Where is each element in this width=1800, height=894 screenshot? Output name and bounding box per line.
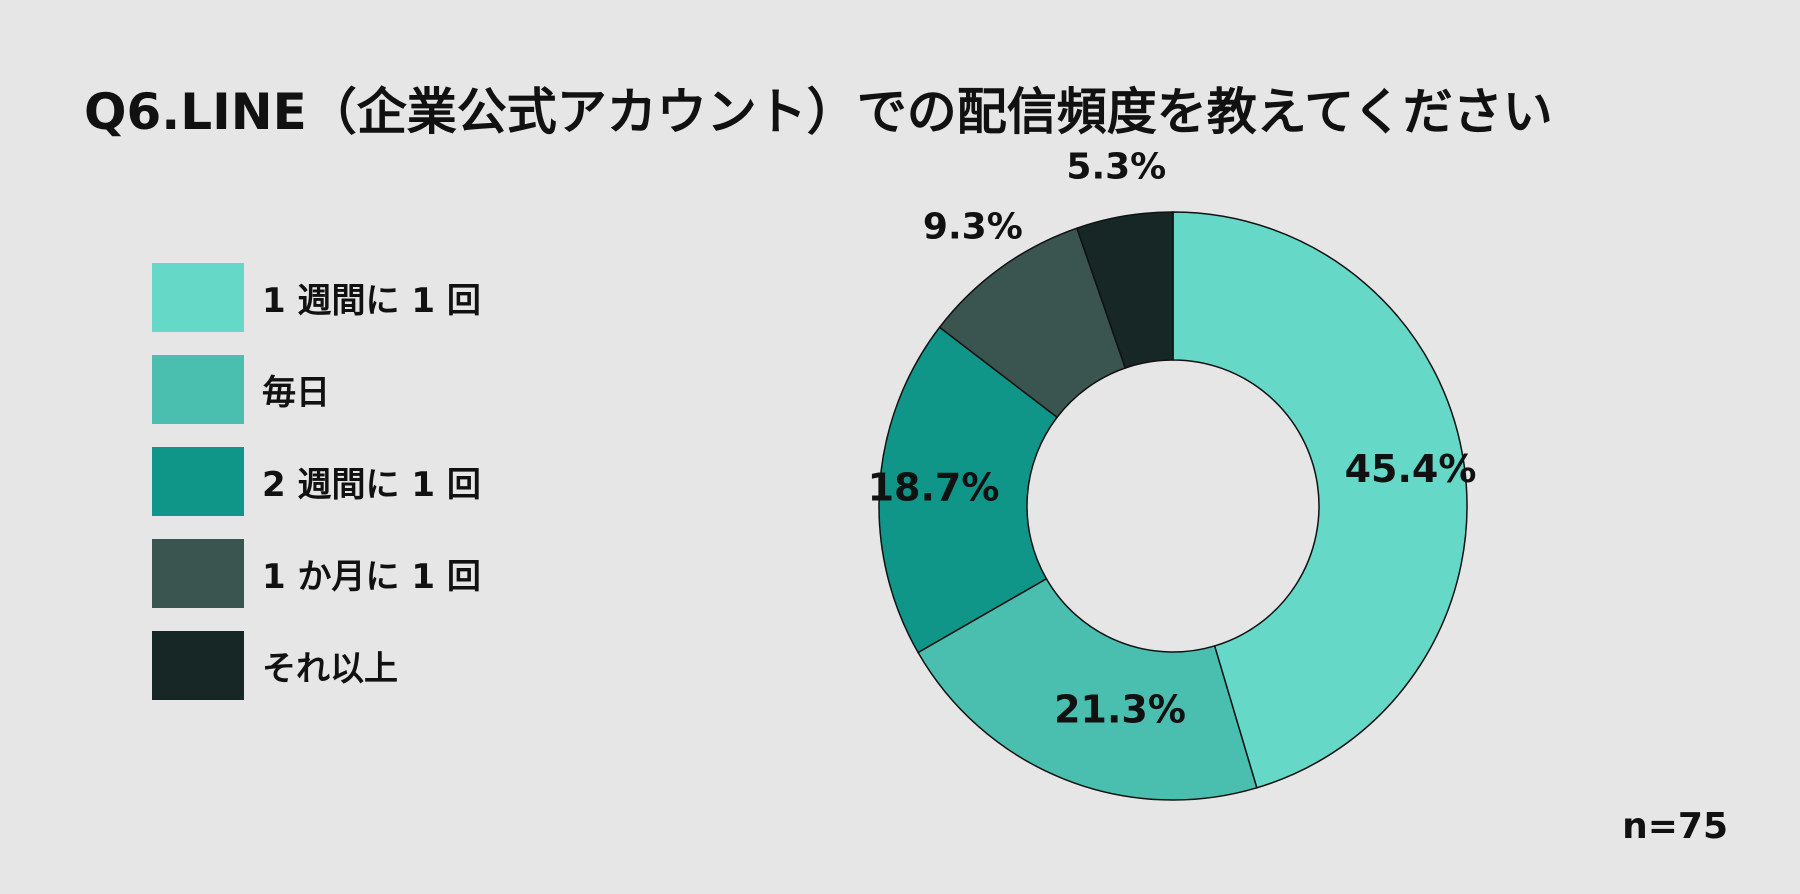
legend-label: それ以上 — [262, 649, 398, 689]
chart-title: Q6.LINE（企業公式アカウント）での配信頻度を教えてください — [84, 83, 1553, 141]
legend-label: 2 週間に 1 回 — [262, 465, 481, 505]
data-label-more: 5.3% — [1066, 147, 1166, 188]
data-label-weekly: 45.4% — [1345, 447, 1477, 491]
legend-item-biweekly: 2 週間に 1 回 — [152, 447, 481, 516]
slice-daily — [917, 577, 1258, 801]
legend-swatch — [152, 447, 244, 516]
legend-item-monthly: 1 か月に 1 回 — [152, 539, 481, 608]
legend-label: 毎日 — [262, 373, 330, 413]
legend-swatch — [152, 355, 244, 424]
slice-biweekly — [878, 326, 1059, 654]
legend-label: 1 か月に 1 回 — [262, 557, 481, 597]
slice-more — [1075, 211, 1174, 369]
legend-swatch — [152, 263, 244, 332]
legend-item-more: それ以上 — [152, 631, 481, 700]
data-label-daily: 21.3% — [1054, 688, 1186, 732]
sample-size-label: n=75 — [1622, 806, 1728, 847]
data-label-monthly: 9.3% — [923, 207, 1023, 248]
legend-item-weekly: 1 週間に 1 回 — [152, 263, 481, 332]
legend-swatch — [152, 631, 244, 700]
slice-weekly — [1172, 211, 1468, 789]
chart-legend: 1 週間に 1 回 毎日 2 週間に 1 回 1 か月に 1 回 それ以上 — [152, 263, 481, 723]
legend-item-daily: 毎日 — [152, 355, 481, 424]
data-label-biweekly: 18.7% — [868, 466, 1000, 510]
legend-label: 1 週間に 1 回 — [262, 281, 481, 321]
legend-swatch — [152, 539, 244, 608]
